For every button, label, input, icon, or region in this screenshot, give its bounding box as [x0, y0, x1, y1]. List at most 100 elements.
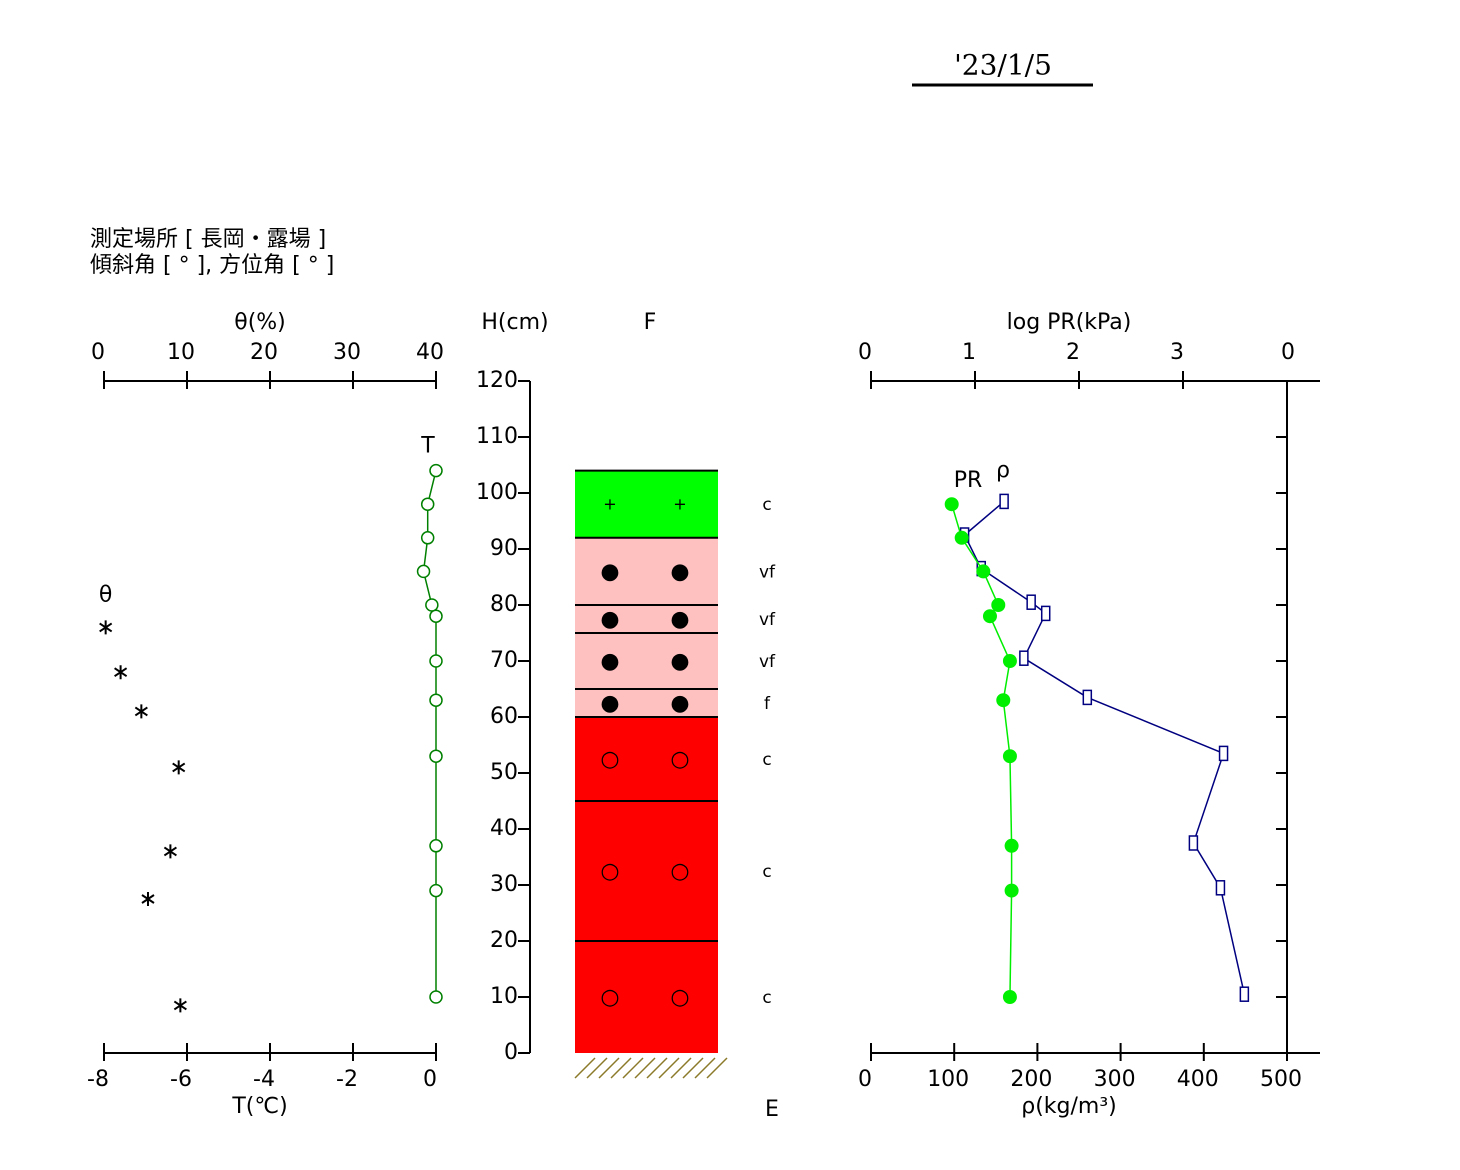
- location: 測定場所 [ 長岡・露場 ]: [90, 227, 326, 252]
- y-tick-label: 40: [490, 816, 518, 841]
- series-name: T: [420, 434, 435, 459]
- layer: [575, 470, 718, 538]
- ground-hatch: [658, 1057, 680, 1079]
- y-tick-label: 60: [490, 704, 518, 729]
- grain-symbol: ○: [600, 747, 619, 772]
- grain-symbol: ●: [600, 607, 619, 632]
- grain-symbol: +: [673, 495, 686, 514]
- x2-axis-title: T(℃): [231, 1094, 287, 1119]
- ground-hatch: [646, 1057, 668, 1079]
- series-name: θ: [99, 582, 112, 607]
- grain-symbol: ○: [600, 985, 619, 1010]
- grain-symbol: ○: [670, 985, 689, 1010]
- grain-size: c: [762, 862, 771, 882]
- point: [1188, 835, 1199, 851]
- ground-hatch: [634, 1057, 656, 1079]
- x2-tick-label: 300: [1094, 1067, 1136, 1092]
- x-tick-label: 3: [1170, 340, 1184, 365]
- series-name: ρ: [996, 458, 1010, 483]
- point: [99, 620, 113, 635]
- grain-symbol: ●: [670, 607, 689, 632]
- grain-symbol: ●: [670, 691, 689, 716]
- y-tick-label: 20: [490, 928, 518, 953]
- point: [429, 749, 443, 763]
- grain-symbol: ○: [600, 859, 619, 884]
- x-tick-label: 30: [333, 340, 361, 365]
- grain-symbol: ●: [600, 649, 619, 674]
- point: [172, 760, 186, 775]
- grain-symbol: ○: [670, 747, 689, 772]
- grain-size: c: [762, 750, 771, 770]
- point: [429, 654, 443, 668]
- y-tick-label: 70: [490, 648, 518, 673]
- x2-tick-label: -2: [336, 1067, 358, 1092]
- x-tick-label: 0: [858, 340, 872, 365]
- x2-tick-label: 200: [1010, 1067, 1052, 1092]
- point: [954, 530, 969, 545]
- point: [1026, 594, 1036, 610]
- point: [1019, 650, 1029, 666]
- series-name: PR: [954, 468, 983, 493]
- x-tick-label: 40: [416, 340, 444, 365]
- point: [429, 839, 443, 853]
- x2-tick-label: -6: [170, 1067, 192, 1092]
- point: [425, 598, 439, 612]
- y-tick-label: 110: [476, 424, 518, 449]
- ground-hatch: [622, 1057, 644, 1079]
- point: [114, 665, 128, 680]
- layer: [575, 717, 718, 801]
- point: [416, 564, 431, 579]
- x-tick-label: 2: [1066, 340, 1080, 365]
- point: [173, 998, 187, 1013]
- grain-size: vf: [759, 610, 776, 630]
- point: [1004, 883, 1019, 898]
- point: [163, 844, 177, 859]
- point: [141, 892, 155, 906]
- point: [1215, 880, 1226, 896]
- point: [991, 598, 1006, 612]
- y-axis-title: H(cm): [481, 310, 548, 335]
- x-end-label: 0: [1281, 340, 1295, 365]
- series-line: [422, 470, 437, 997]
- grain-size: f: [764, 694, 771, 714]
- x2-tick-label: -8: [87, 1067, 109, 1092]
- grain-symbol: ●: [670, 559, 689, 584]
- layer: [575, 801, 718, 941]
- x2-tick-label: -4: [253, 1067, 275, 1092]
- x-tick-label: 20: [250, 340, 278, 365]
- grain-symbol: ○: [670, 859, 689, 884]
- y-tick-label: 10: [490, 984, 518, 1009]
- column-header: F: [644, 310, 657, 335]
- date: '23/1/5: [954, 49, 1052, 82]
- grain-size: vf: [759, 562, 776, 582]
- grain-size: c: [762, 495, 771, 515]
- ground-hatch: [694, 1057, 716, 1079]
- point: [429, 463, 443, 478]
- layer: [575, 605, 718, 633]
- layer: [575, 633, 718, 689]
- point: [1239, 986, 1250, 1002]
- layer: [575, 537, 718, 605]
- grain-symbol: ●: [600, 559, 619, 584]
- x2-tick-label: 500: [1260, 1067, 1302, 1092]
- series-line: [963, 500, 1246, 995]
- point: [976, 564, 991, 579]
- y-tick-label: 30: [490, 872, 518, 897]
- point: [1002, 654, 1017, 668]
- grain-symbol: ●: [670, 649, 689, 674]
- x-axis-title: θ(%): [234, 310, 286, 335]
- x2-tick-label: 0: [858, 1067, 872, 1092]
- x2-tick-label: 0: [423, 1067, 437, 1092]
- point: [134, 704, 148, 719]
- grain-size: vf: [759, 652, 776, 672]
- y-tick-label: 100: [476, 480, 518, 505]
- point: [996, 693, 1011, 708]
- point: [1002, 990, 1017, 1004]
- ground-hatch: [598, 1057, 620, 1079]
- ground-hatch: [574, 1057, 596, 1079]
- angles: 傾斜角 [ ° ], 方位角 [ ° ]: [90, 253, 334, 278]
- column-footer: E: [765, 1097, 779, 1122]
- grain-size: c: [762, 988, 771, 1008]
- grain-symbol: +: [603, 495, 616, 514]
- point: [1004, 838, 1019, 853]
